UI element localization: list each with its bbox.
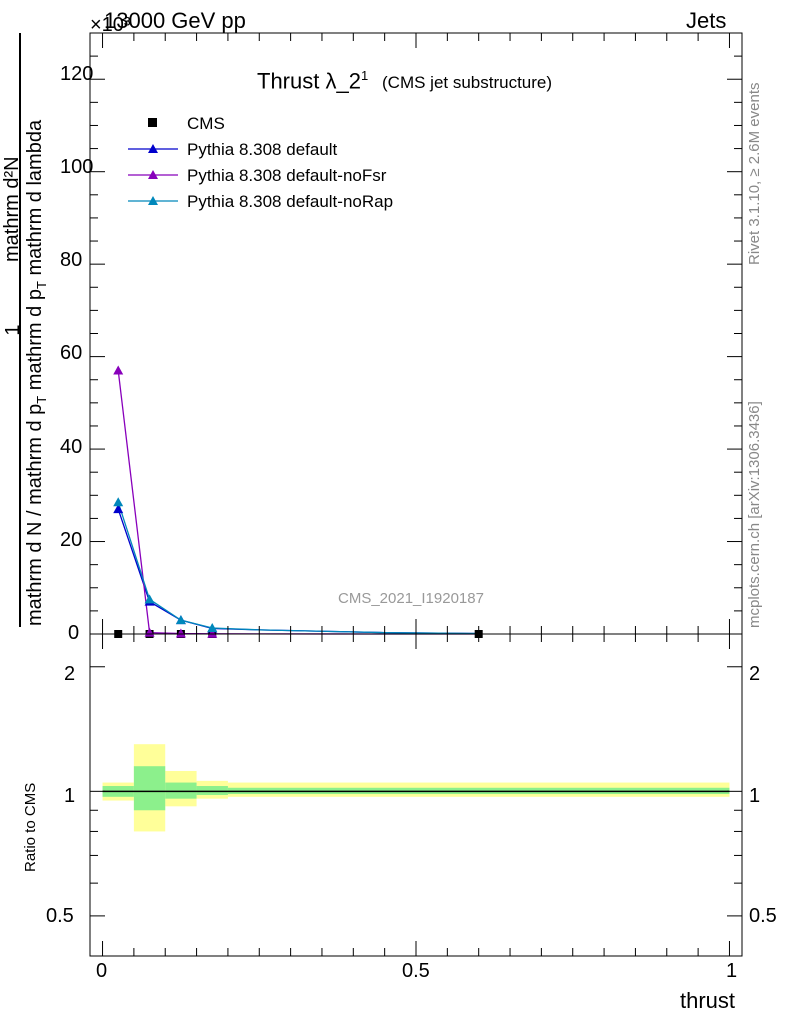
y-tick-label: 40	[60, 436, 83, 458]
series-point	[207, 622, 218, 632]
y-tick-label: 0	[68, 622, 80, 644]
x-axis-label: thrust	[680, 988, 736, 1013]
legend-label-nofsr: Pythia 8.308 default-noFsr	[187, 166, 387, 185]
x-tick-label: 0	[96, 960, 108, 982]
legend-marker-triangle	[148, 170, 158, 179]
multiplier-label: ×10³	[90, 14, 131, 36]
y-axis-label-denominator-left: mathrm d N / mathrm d p	[24, 403, 46, 626]
chart-subtitle: (CMS jet substructure)	[382, 73, 553, 92]
y-axis-label-sub-t: T	[34, 395, 49, 404]
legend-label-cms: CMS	[187, 114, 225, 133]
y-axis-label-tail: mathrm d lambda	[24, 119, 46, 282]
series-point	[113, 497, 124, 507]
legend-marker-cms	[148, 118, 157, 127]
series-point	[175, 615, 186, 625]
chart-title: Thrust λ_21	[257, 68, 368, 94]
analysis-watermark: CMS_2021_I1920187	[338, 590, 484, 607]
y-axis-fraction-bar	[19, 33, 21, 627]
ratio-y-tick-label: 2	[64, 663, 76, 685]
x-tick-label: 0.5	[402, 960, 430, 982]
legend-marker-triangle	[148, 144, 158, 153]
series-point	[207, 628, 218, 638]
ratio-y-axis-label: Ratio to CMS	[22, 782, 39, 872]
mcplots-label: mcplots.cern.ch [arXiv:1306.3436]	[746, 401, 763, 628]
ratio-y-tick-label-right: 2	[749, 663, 761, 685]
ratio-bands	[102, 744, 730, 832]
legend-label-norap: Pythia 8.308 default-noRap	[187, 192, 394, 211]
y-axis-label-numerator: mathrm d²N	[1, 156, 23, 262]
series-point	[113, 365, 124, 375]
chart-title-superscript: 1	[360, 68, 369, 83]
ratio-panel-frame	[89, 633, 743, 957]
series-point	[144, 594, 155, 604]
y-tick-label: 80	[60, 249, 83, 271]
process-label: Jets	[686, 8, 727, 33]
ratio-y-tick-label: 1	[64, 785, 76, 807]
y-axis-label-sub-t2: T	[34, 281, 49, 290]
ratio-y-tick-label-right: 0.5	[749, 905, 777, 927]
ratio-band-inner	[196, 786, 228, 795]
legend-marker-triangle	[148, 196, 158, 205]
legend-marks	[128, 118, 178, 205]
series-line	[117, 502, 479, 635]
y-tick-label: 100	[60, 156, 94, 178]
y-axis-label-denominator-right: mathrm d p	[24, 289, 46, 391]
y-axis-label-denominator: mathrm d N / mathrm d pT mathrm d pT mat…	[24, 120, 53, 626]
chart-title-main: Thrust λ_2	[257, 68, 361, 94]
axis-ticks	[90, 33, 742, 956]
series-point	[113, 504, 124, 514]
ratio-y-tick-label-right: 1	[749, 785, 761, 807]
series-point	[175, 628, 186, 638]
ratio-y-tick-label: 0.5	[46, 905, 74, 927]
y-tick-label: 120	[60, 63, 94, 85]
energy-label: 13000 GeV pp	[104, 8, 246, 33]
legend-label-default: Pythia 8.308 default	[187, 140, 338, 159]
y-tick-label: 20	[60, 529, 83, 551]
ratio-band-inner	[133, 766, 166, 811]
x-tick-label: 1	[726, 960, 738, 982]
rivet-version-label: Rivet 3.1.10, ≥ 2.6M events	[746, 82, 763, 266]
y-tick-label: 60	[60, 342, 83, 364]
